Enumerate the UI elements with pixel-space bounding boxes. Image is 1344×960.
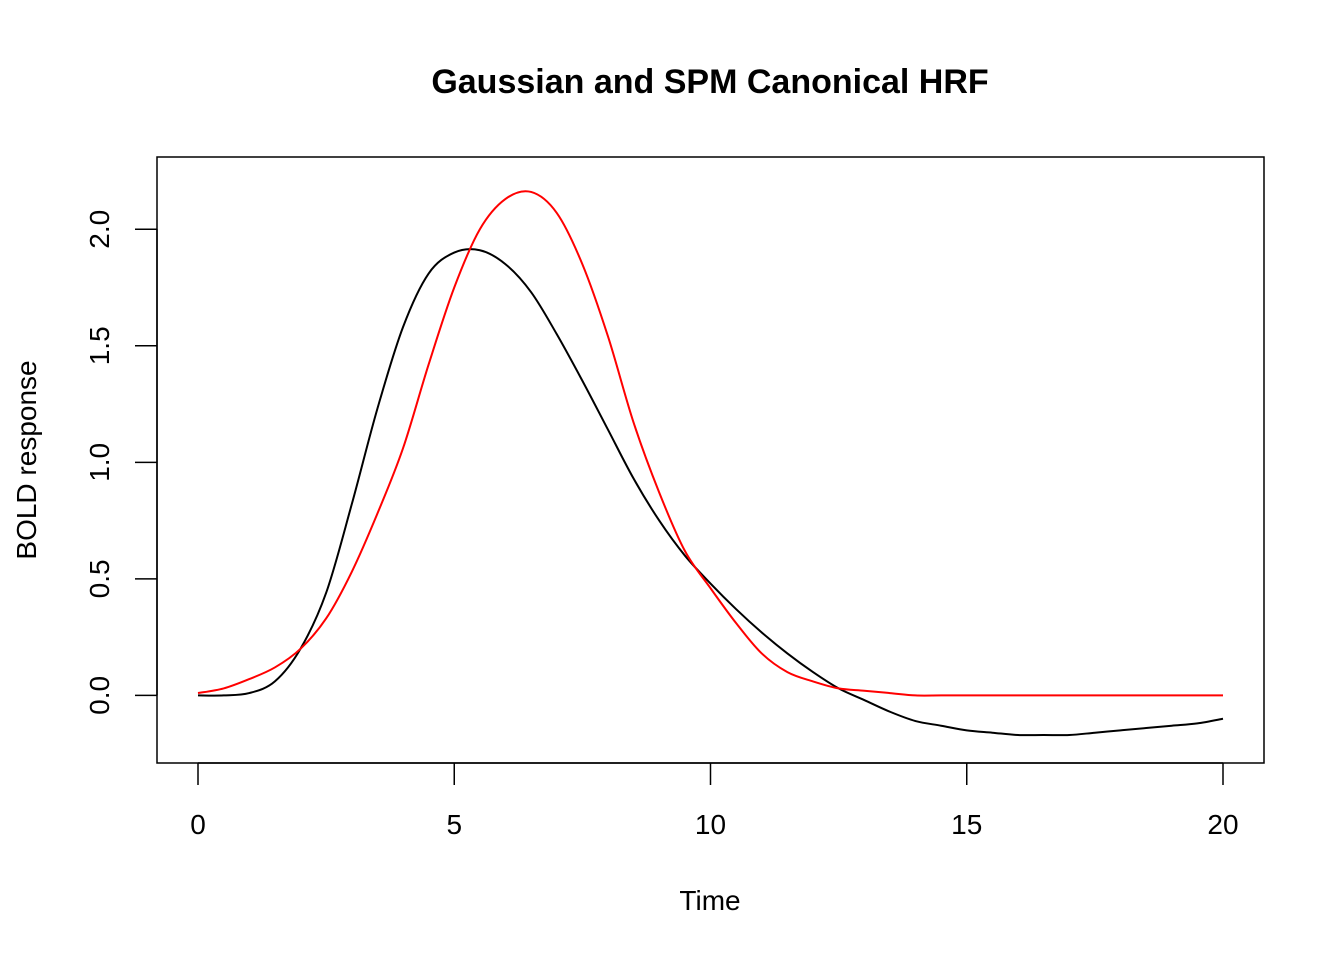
y-tick-label: 0.0 bbox=[84, 676, 115, 715]
x-tick-label: 5 bbox=[446, 809, 462, 840]
y-tick-label: 1.0 bbox=[84, 443, 115, 482]
y-tick-label: 2.0 bbox=[84, 210, 115, 249]
y-axis-label: BOLD response bbox=[11, 360, 42, 559]
x-tick-label: 20 bbox=[1207, 809, 1238, 840]
x-tick-label: 15 bbox=[951, 809, 982, 840]
y-axis: 0.0 0.5 1.0 1.5 2.0 bbox=[84, 210, 158, 715]
x-axis: 0 5 10 15 20 bbox=[190, 762, 1239, 840]
y-tick-label: 1.5 bbox=[84, 326, 115, 365]
chart-title: Gaussian and SPM Canonical HRF bbox=[431, 63, 988, 101]
series-layer bbox=[197, 190, 1224, 737]
x-tick-label: 10 bbox=[695, 809, 726, 840]
y-tick-label: 0.5 bbox=[84, 559, 115, 598]
spm-canonical-hrf-line bbox=[197, 190, 1223, 697]
x-axis-label: Time bbox=[679, 885, 740, 916]
x-tick-label: 0 bbox=[190, 809, 206, 840]
gaussian-hrf-line bbox=[197, 248, 1224, 737]
